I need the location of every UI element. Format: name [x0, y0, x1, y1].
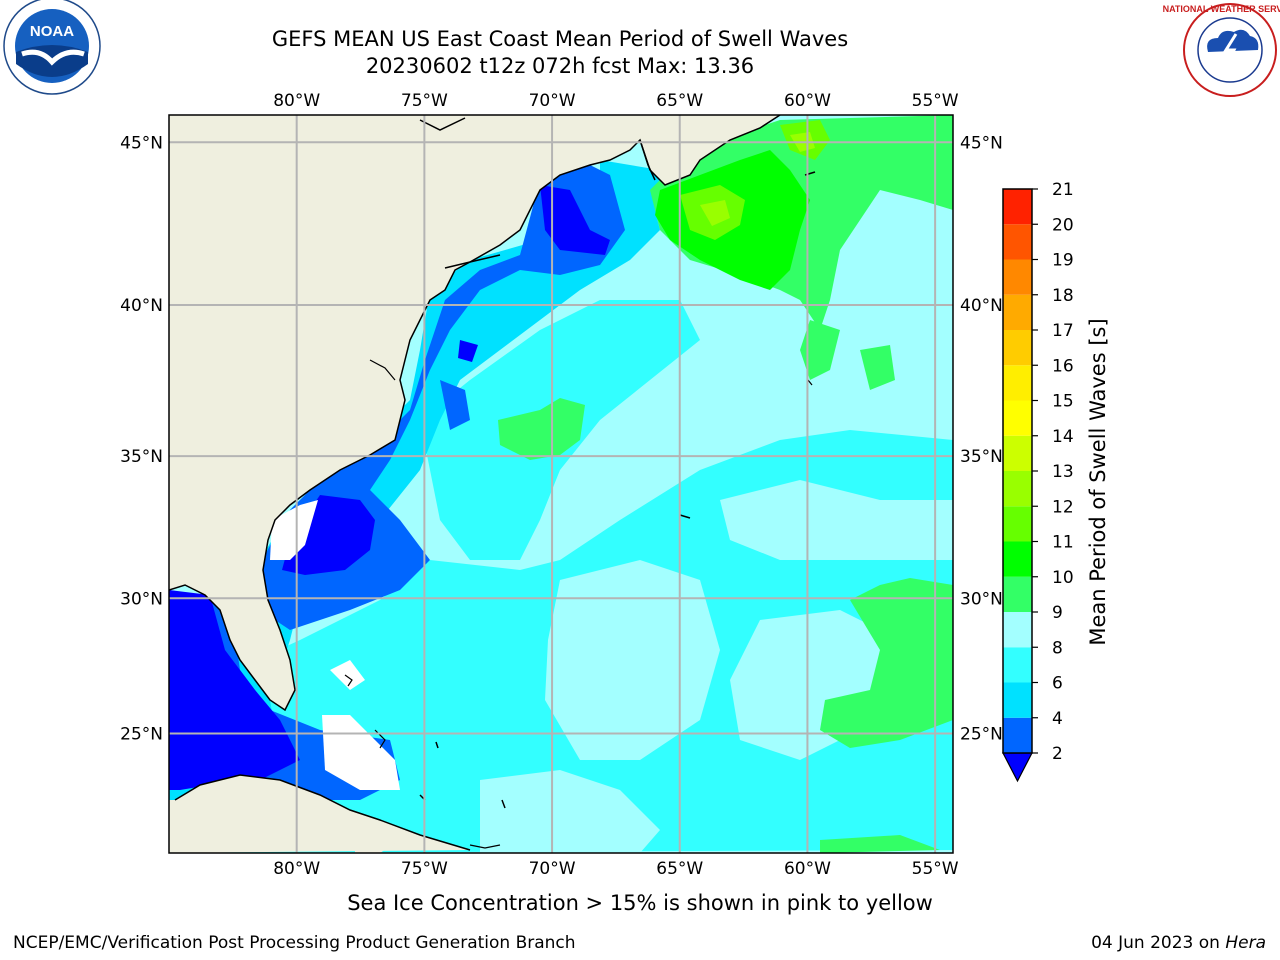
lat-label-left: 25°N [120, 724, 163, 744]
colorbar-tick-label: 8 [1052, 638, 1063, 658]
lon-label-top: 70°W [529, 91, 576, 111]
lon-label-top: 55°W [912, 91, 959, 111]
colorbar-bin [1003, 294, 1032, 330]
colorbar-tick-label: 21 [1052, 180, 1074, 200]
nws-logo: NATIONAL WEATHER SERVICE [1163, 3, 1280, 97]
map-subtitle: 20230602 t12z 072h fcst Max: 13.36 [365, 54, 755, 78]
colorbar-tick-label: 4 [1052, 709, 1063, 729]
lat-label-left: 30°N [120, 589, 163, 609]
lat-label-right: 25°N [960, 724, 1003, 744]
lat-label-left: 45°N [120, 133, 163, 153]
colorbar-bin [1003, 189, 1032, 225]
colorbar-tick-label: 6 [1052, 674, 1063, 694]
map-area [169, 115, 953, 853]
colorbar-bin [1003, 259, 1032, 295]
colorbar-bin [1003, 541, 1032, 577]
colorbar-bin [1003, 224, 1032, 260]
colorbar-tick-label: 20 [1052, 215, 1074, 235]
svg-text:NOAA: NOAA [30, 23, 74, 40]
colorbar-tick-label: 18 [1052, 286, 1074, 306]
colorbar-bin [1003, 435, 1032, 471]
colorbar-tick-label: 12 [1052, 497, 1074, 517]
lon-label-bottom: 75°W [401, 859, 448, 879]
noaa-logo: NOAA [3, 0, 101, 95]
run-date-text: 04 Jun 2023 on [1091, 933, 1220, 953]
colorbar-label: Mean Period of Swell Waves [s] [1086, 318, 1110, 646]
colorbar-tick-label: 9 [1052, 603, 1063, 623]
colorbar-tick-label: 11 [1052, 533, 1074, 553]
lon-label-bottom: 60°W [784, 859, 831, 879]
colorbar-bin [1003, 576, 1032, 612]
map-frame [168, 114, 954, 854]
colorbar-tick-label: 13 [1052, 462, 1074, 482]
lon-label-top: 65°W [656, 91, 703, 111]
lon-label-bottom: 55°W [912, 859, 959, 879]
colorbar-under-arrow [1002, 752, 1033, 783]
colorbar-tick-label: 19 [1052, 251, 1074, 271]
colorbar-bin [1003, 330, 1032, 366]
lon-label-top: 75°W [401, 91, 448, 111]
lon-label-bottom: 65°W [656, 859, 703, 879]
colorbar-tick-label: 2 [1052, 744, 1063, 764]
lat-label-right: 30°N [960, 589, 1003, 609]
colorbar-tick-label: 14 [1052, 427, 1074, 447]
colorbar-tick-label: 10 [1052, 568, 1074, 588]
lat-label-left: 35°N [120, 447, 163, 467]
colorbar-tick-label: 16 [1052, 356, 1074, 376]
lon-label-bottom: 70°W [529, 859, 576, 879]
lat-label-left: 40°N [120, 296, 163, 316]
lon-label-top: 80°W [273, 91, 320, 111]
producer-credit: NCEP/EMC/Verification Post Processing Pr… [13, 933, 576, 953]
colorbar-bin [1003, 506, 1032, 542]
colorbar: 2 4 6 8 9 10 11 12 13 14 15 16 17 18 19 20 21 [1002, 180, 1074, 783]
colorbar-bin [1003, 647, 1032, 683]
lat-label-right: 35°N [960, 447, 1003, 467]
lat-label-right: 40°N [960, 296, 1003, 316]
colorbar-bin [1003, 682, 1032, 718]
colorbar-tick-label: 17 [1052, 321, 1074, 341]
lon-label-bottom: 80°W [273, 859, 320, 879]
axis-labels: 80°W 80°W 75°W 75°W 70°W 70°W 65°W 65°W 60°W 60°W… [120, 91, 1003, 879]
lat-label-right: 45°N [960, 133, 1003, 153]
run-machine: Hera [1225, 933, 1266, 953]
colorbar-bin [1003, 612, 1032, 648]
colorbar-bin [1003, 400, 1032, 436]
map-title: GEFS MEAN US East Coast Mean Period of S… [271, 27, 849, 51]
lon-label-top: 60°W [784, 91, 831, 111]
sea-ice-note: Sea Ice Concentration > 15% is shown in … [347, 891, 933, 915]
graticule [169, 115, 953, 853]
svg-text:NATIONAL WEATHER SERVICE: NATIONAL WEATHER SERVICE [1163, 4, 1280, 14]
colorbar-bin [1003, 471, 1032, 507]
colorbar-bin [1003, 365, 1032, 401]
run-date: 04 Jun 2023 on Hera [1091, 933, 1266, 953]
colorbar-bin [1003, 717, 1032, 753]
colorbar-tick-label: 15 [1052, 392, 1074, 412]
